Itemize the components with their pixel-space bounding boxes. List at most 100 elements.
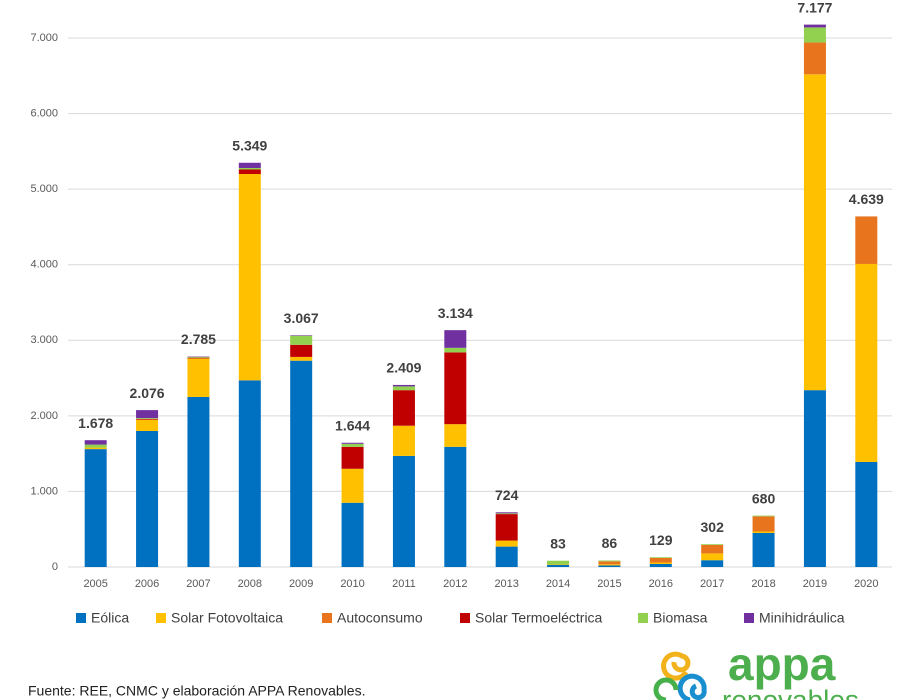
bar-segment (136, 418, 159, 420)
bar-segment (701, 544, 724, 545)
total-label: 83 (550, 535, 566, 551)
bar-segment (238, 380, 261, 567)
logo-tagline: renovables (722, 684, 859, 700)
total-label: 4.639 (849, 191, 884, 207)
total-label: 129 (649, 532, 673, 548)
total-label: 302 (701, 519, 725, 535)
x-tick-label: 2014 (546, 578, 570, 590)
x-tick-label: 2013 (494, 578, 518, 590)
bar-segment (290, 335, 313, 345)
x-tick-label: 2007 (186, 578, 210, 590)
source-note: Fuente: REE, CNMC y elaboración APPA Ren… (28, 683, 365, 699)
total-label: 7.177 (797, 0, 832, 15)
legend-swatch (76, 613, 86, 623)
bar-segment (187, 358, 210, 397)
logo-name: appa (728, 638, 836, 690)
legend-swatch (156, 613, 166, 623)
total-label: 86 (602, 535, 618, 551)
bar-segment (752, 515, 775, 517)
bar-segment (341, 502, 364, 567)
x-tick-label: 2019 (803, 578, 827, 590)
legend-label: Minihidráulica (759, 610, 845, 626)
bar-segment (752, 531, 775, 533)
bar-segment (238, 169, 261, 175)
y-tick-label: 0 (52, 561, 58, 573)
x-tick-label: 2010 (340, 578, 364, 590)
bar-segment (598, 560, 621, 562)
total-label: 3.067 (284, 310, 319, 326)
bar-segment (701, 560, 724, 567)
bar-segment (495, 512, 518, 514)
bar-segment (341, 442, 364, 444)
total-label: 680 (752, 490, 776, 506)
x-tick-label: 2005 (83, 578, 107, 590)
legend-swatch (322, 613, 332, 623)
bar-segment (341, 443, 364, 447)
bar-segment (803, 24, 826, 28)
legend-label: Eólica (91, 610, 129, 626)
bar-segment (649, 558, 672, 563)
y-tick-label: 5.000 (30, 183, 58, 195)
x-tick-label: 2015 (597, 578, 621, 590)
x-tick-label: 2016 (649, 578, 673, 590)
bar-segment (290, 344, 313, 357)
bar-segment (290, 356, 313, 361)
bar-segment (392, 425, 415, 456)
bar-segment (392, 386, 415, 391)
legend-swatch (460, 613, 470, 623)
bar-segment (649, 557, 672, 559)
y-tick-label: 6.000 (30, 107, 58, 119)
x-tick-label: 2009 (289, 578, 313, 590)
total-label: 3.134 (438, 305, 473, 321)
total-label: 1.644 (335, 417, 370, 433)
total-label: 5.349 (232, 137, 267, 153)
bar-segment (803, 74, 826, 391)
bar-segment (392, 390, 415, 426)
legend-label: Solar Termoeléctrica (475, 610, 603, 626)
bar-segment (547, 560, 570, 565)
logo-icon (653, 651, 707, 700)
bar-segment (238, 174, 261, 381)
y-tick-label: 7.000 (30, 32, 58, 44)
x-tick-label: 2020 (854, 578, 878, 590)
bar-segment (341, 446, 364, 469)
bar-segment (392, 384, 415, 387)
bar-segment (238, 167, 261, 170)
x-tick-label: 2018 (751, 578, 775, 590)
total-label: 724 (495, 487, 519, 503)
bar-segment (547, 564, 570, 567)
bar-segment (341, 468, 364, 503)
bar-segment (136, 418, 159, 419)
legend-swatch (638, 613, 648, 623)
bar-segment (187, 357, 210, 359)
bar-segment (444, 446, 467, 567)
bar-segment (495, 513, 518, 515)
bar-segment (444, 330, 467, 348)
bar-segment (444, 424, 467, 447)
bar-segment (752, 516, 775, 532)
legend-label: Autoconsumo (337, 610, 423, 626)
bar-segment (495, 514, 518, 541)
bar-segment (855, 461, 878, 567)
bar-segment (187, 356, 210, 358)
bar-segment (649, 563, 672, 567)
bar-segment (290, 335, 313, 336)
bar-segment (444, 347, 467, 353)
legend-label: Solar Fotovoltaica (171, 610, 283, 626)
bar-segment (136, 410, 159, 419)
y-tick-label: 1.000 (30, 485, 58, 497)
bar-segment (84, 449, 107, 567)
bar-segment (444, 352, 467, 425)
bar-segment (136, 430, 159, 567)
bar-segment (701, 553, 724, 561)
total-label: 2.076 (130, 385, 165, 401)
total-label: 1.678 (78, 415, 113, 431)
legend-swatch (744, 613, 754, 623)
bar-segment (598, 564, 621, 566)
x-tick-label: 2017 (700, 578, 724, 590)
x-tick-label: 2008 (238, 578, 262, 590)
bar-segment (598, 565, 621, 567)
total-label: 2.785 (181, 331, 216, 347)
y-tick-label: 2.000 (30, 410, 58, 422)
bar-segment (495, 540, 518, 547)
